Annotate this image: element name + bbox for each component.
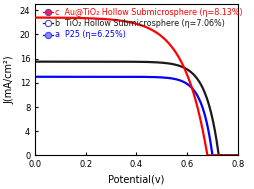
Legend: c  Au@TiO₂ Hollow Submicrosphere (η=8.13%), b  TiO₂ Hollow Submicrosphere (η=7.0: c Au@TiO₂ Hollow Submicrosphere (η=8.13%… [41,7,244,41]
Y-axis label: J(mA/cm²): J(mA/cm²) [4,56,14,104]
X-axis label: Potential(v): Potential(v) [108,175,165,185]
